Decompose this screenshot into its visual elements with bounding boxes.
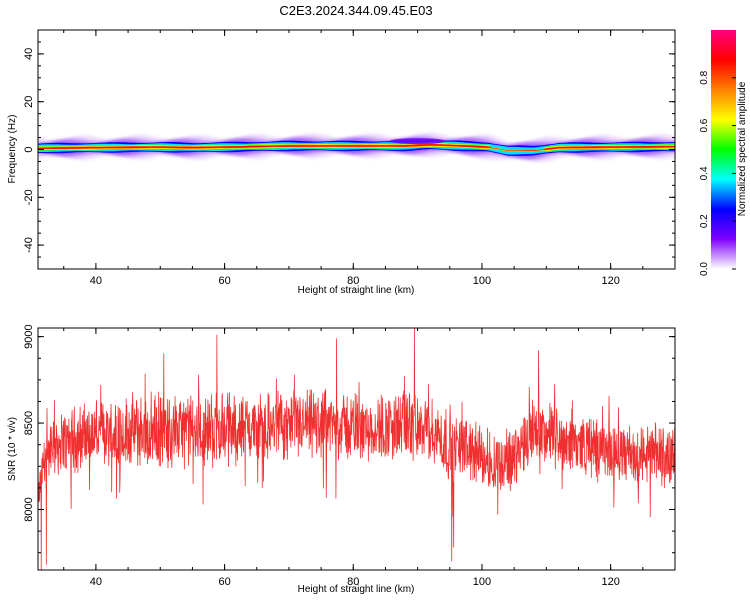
heatmap-band: [38, 132, 675, 162]
snr-x-tick-label: 100: [473, 576, 491, 588]
snr-x-axis: 40 60 80 100 120: [63, 328, 676, 588]
snr-x-tick-label: 40: [90, 576, 102, 588]
heatmap-x-axis: 40 60 80 100 120: [63, 30, 676, 287]
snr-y-tick-label: 8500: [23, 411, 35, 435]
heatmap-band-layer: [38, 144, 675, 151]
snr-y-label: SNR (10 * v/v): [7, 417, 18, 481]
snr-x-tick-label: 120: [601, 576, 619, 588]
colorbar-label: Normalized spectral amplitude: [737, 81, 748, 216]
colorbar: 0.0 0.2 0.4 0.6 0.8 Normalized spectral ampl…: [699, 30, 748, 276]
snr-line: [38, 328, 675, 570]
heatmap-x-tick-label: 40: [90, 275, 102, 287]
heatmap-plot: 40 60 80 100 120 -40 -20 0 20 40 Height of strai…: [7, 29, 676, 296]
heatmap-x-tick-label: 60: [218, 275, 230, 287]
snr-series: [38, 328, 675, 570]
colorbar-tick-label: 0.0: [699, 262, 710, 276]
heatmap-y-tick-label: 0: [23, 146, 35, 152]
snr-x-tick-label: 80: [347, 576, 359, 588]
snr-y-tick-label: 8000: [23, 497, 35, 521]
colorbar-tick-label: 0.8: [699, 70, 710, 84]
heatmap-x-tick-label: 120: [601, 275, 619, 287]
colorbar-tick-label: 0.2: [699, 214, 710, 228]
heatmap-y-tick-label: -40: [23, 237, 35, 253]
snr-plot: 40 60 80 100 120 8000 8500 9000 Height of stra…: [7, 324, 676, 595]
heatmap-x-label: Height of straight line (km): [298, 285, 415, 296]
heatmap-y-axis: -40 -20 0 20 40: [23, 29, 675, 270]
colorbar-tick-label: 0.4: [699, 166, 710, 180]
snr-y-tick-label: 9000: [23, 324, 35, 348]
colorbar-ticks: 0.0 0.2 0.4 0.6 0.8: [699, 70, 736, 276]
colorbar-scale: [711, 30, 736, 269]
heatmap-band-blob: [389, 138, 446, 145]
snr-frame: [37, 327, 676, 571]
snr-x-tick-label: 60: [218, 576, 230, 588]
heatmap-x-tick-label: 100: [473, 275, 491, 287]
heatmap-y-tick-label: -20: [23, 189, 35, 205]
figure-title: C2E3.2024.344.09.45.E03: [279, 3, 432, 18]
snr-x-label: Height of straight line (km): [298, 584, 415, 595]
heatmap-y-tick-label: 20: [23, 96, 35, 108]
snr-y-axis: 8000 8500 9000: [23, 324, 675, 554]
heatmap-y-tick-label: 40: [23, 48, 35, 60]
heatmap-y-label: Frequency (Hz): [7, 115, 18, 184]
colorbar-tick-label: 0.6: [699, 118, 710, 132]
heatmap-x-tick-label: 80: [347, 275, 359, 287]
